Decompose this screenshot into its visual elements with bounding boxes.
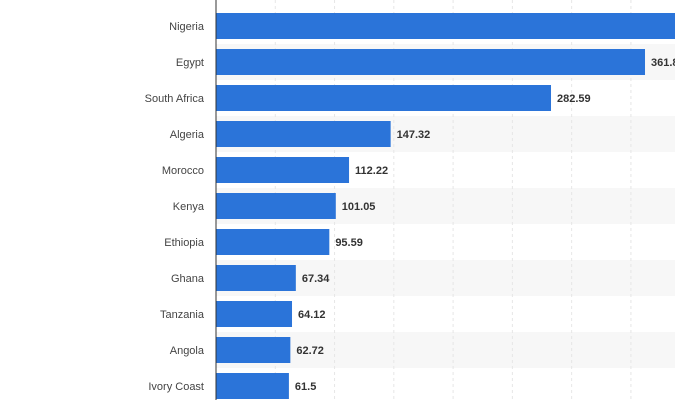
value-label: 67.34 (302, 273, 330, 285)
bar (216, 49, 646, 75)
value-label: 62.72 (296, 345, 324, 357)
category-label: Nigeria (169, 21, 205, 33)
value-labels: 442.98361.88282.59147.32112.22101.0595.5… (295, 57, 675, 393)
value-label: 361.88 (651, 57, 675, 69)
category-label: Ivory Coast (148, 381, 204, 393)
bar (216, 121, 391, 147)
bar (216, 13, 675, 39)
value-label: 282.59 (557, 93, 591, 105)
value-label: 101.05 (342, 201, 376, 213)
value-label: 147.32 (397, 129, 431, 141)
value-label: 95.59 (335, 237, 363, 249)
bar (216, 265, 296, 291)
row-stripes (216, 44, 675, 368)
bar (216, 337, 291, 363)
category-labels: Nigeria Egypt South Africa Algeria Morocco Ke… (145, 21, 205, 393)
category-label: Morocco (162, 165, 204, 177)
value-label: 61.5 (295, 381, 316, 393)
bar (216, 85, 552, 111)
bar (216, 193, 336, 219)
category-label: Tanzania (160, 309, 205, 321)
row-stripe (216, 332, 675, 368)
category-label: Ghana (171, 273, 205, 285)
bar (216, 229, 330, 255)
bars (216, 13, 675, 399)
bar (216, 301, 293, 327)
category-label: South Africa (145, 93, 205, 105)
bar (216, 157, 350, 183)
category-label: Ethiopia (164, 237, 205, 249)
value-label: 64.12 (298, 309, 326, 321)
value-label: 112.22 (355, 165, 388, 177)
bar (216, 373, 289, 399)
category-label: Kenya (173, 201, 205, 213)
category-label: Egypt (176, 57, 204, 69)
category-label: Algeria (170, 129, 205, 141)
category-label: Angola (170, 345, 205, 357)
